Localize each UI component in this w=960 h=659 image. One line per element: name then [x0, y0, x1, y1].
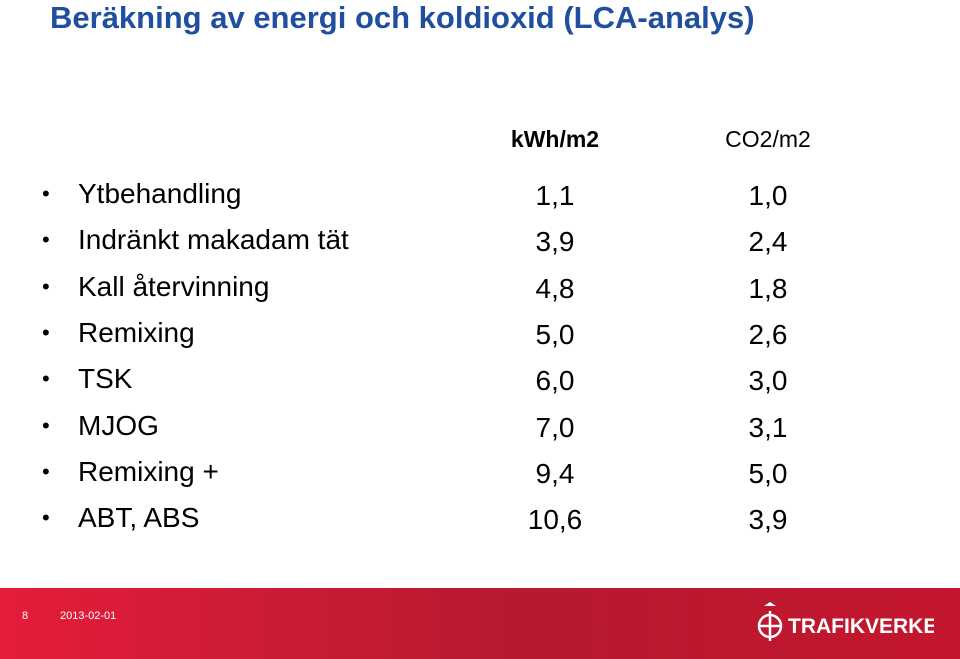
logo-text: TRAFIKVERKET: [788, 615, 934, 638]
bullet: •: [42, 319, 50, 345]
co2-value: 2,4: [748, 226, 788, 258]
kwh-value: 9,4: [535, 457, 575, 489]
row-label: Ytbehandling: [78, 178, 242, 209]
bullet: •: [42, 273, 50, 299]
footer: 8 2013-02-01 TRAFIKVERKET: [0, 588, 960, 659]
co2-value: 1,8: [748, 272, 788, 304]
co2-value: 3,9: [748, 504, 788, 536]
kwh-value: 4,8: [535, 272, 575, 304]
bullet: •: [42, 458, 50, 484]
row-label: Kall återvinning: [78, 270, 270, 302]
logo: TRAFIKVERKET: [757, 602, 934, 641]
table-row: • Remixing + 9,4 5,0: [0, 452, 960, 498]
co2-value: 3,0: [748, 365, 788, 397]
row-label: Indränkt makadam tät: [78, 224, 349, 256]
column-header: CO2/m2: [725, 126, 811, 152]
kwh-value: 3,9: [535, 226, 575, 258]
table-row: • ABT, ABS 10,6 3,9: [0, 498, 960, 544]
table-row: • Kall återvinning 4,8 1,8: [0, 267, 960, 313]
row-label: MJOG: [78, 409, 159, 441]
table-row: • Remixing 5,0 2,6: [0, 313, 960, 359]
column-header: kWh/m2: [510, 126, 600, 152]
co2-value: 2,6: [748, 318, 788, 350]
bullet: •: [42, 366, 50, 392]
kwh-value: 5,0: [535, 318, 575, 350]
row-label: Remixing +: [78, 455, 219, 487]
table-row: • Indränkt makadam tät 3,9 2,4: [0, 220, 960, 266]
kwh-value: 1,1: [535, 180, 575, 211]
kwh-value: 6,0: [535, 365, 575, 397]
bullet: •: [42, 181, 50, 206]
row-label: TSK: [78, 363, 133, 395]
bullet: •: [42, 505, 50, 531]
co2-value: 1,0: [748, 180, 788, 211]
bullet: •: [42, 227, 50, 253]
table-row: • TSK 6,0 3,0: [0, 359, 960, 405]
slide-title: Beräkning av energi och koldioxid (LCA-a…: [50, 0, 755, 35]
co2-value: 5,0: [748, 457, 788, 489]
logo-crown: [764, 602, 776, 606]
date: 2013-02-01: [60, 610, 117, 622]
co2-value: 3,1: [748, 411, 788, 443]
bullet: •: [42, 412, 50, 438]
page-number: 8: [22, 610, 29, 622]
kwh-value: 7,0: [535, 411, 575, 443]
logo-icon: [757, 611, 783, 641]
row-label: Remixing: [78, 316, 195, 348]
table-row: • MJOG 7,0 3,1: [0, 406, 960, 452]
table-row: • Ytbehandling 1,1 1,0: [0, 174, 960, 220]
kwh-value: 10,6: [527, 504, 583, 536]
row-label: ABT, ABS: [78, 502, 200, 534]
